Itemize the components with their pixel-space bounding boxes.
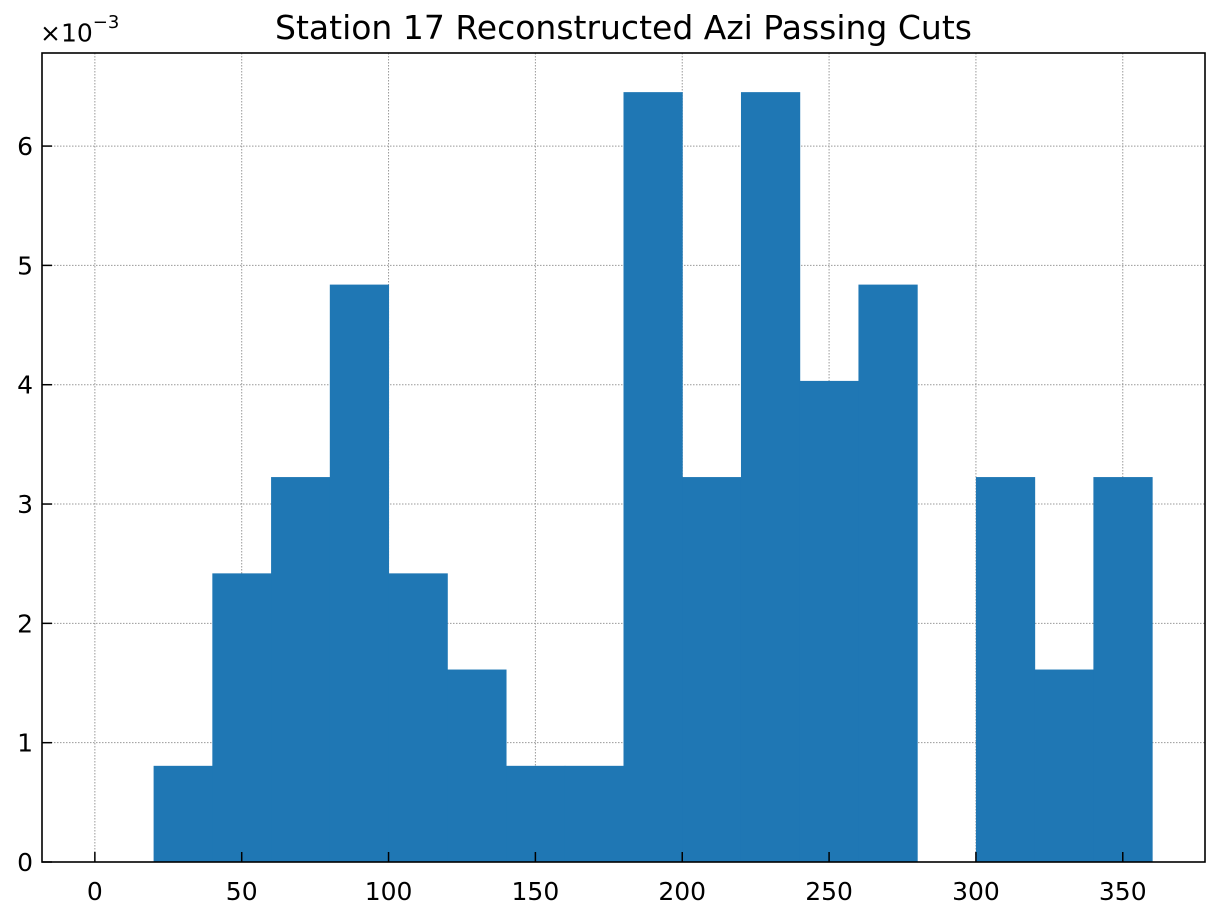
x-tick-label: 0 (87, 877, 103, 906)
y-tick-labels: 0 1 2 3 4 5 6 (17, 132, 33, 877)
y-tick-label: 3 (17, 490, 33, 519)
histogram-bar (623, 92, 683, 863)
histogram-bar (858, 284, 918, 862)
y-tick-label: 5 (17, 251, 33, 280)
y-multiplier-exponent: −3 (92, 12, 120, 33)
y-tick-label: 1 (17, 729, 33, 758)
x-tick-label: 350 (1099, 877, 1147, 906)
histogram-bar (799, 380, 859, 862)
x-tick-labels: 0 50 100 150 200 250 300 350 (87, 877, 1147, 906)
y-tick-label: 0 (17, 848, 33, 877)
histogram-bar (153, 765, 213, 862)
x-tick-label: 200 (658, 877, 706, 906)
histogram-bar (1034, 669, 1094, 862)
x-tick-label: 250 (805, 877, 853, 906)
histogram-bar (682, 477, 742, 862)
y-tick-label: 4 (17, 371, 33, 400)
histogram-bar (975, 477, 1036, 862)
y-multiplier-base: ×10 (40, 18, 93, 48)
x-tick-label: 50 (226, 877, 258, 906)
histogram-bar (388, 573, 448, 862)
histogram-bar (1093, 477, 1153, 862)
histogram-bar (506, 765, 566, 862)
plot-frame (41, 52, 1206, 863)
axis-ticks (42, 145, 1124, 863)
x-tick-label: 100 (365, 877, 413, 906)
x-tick-label: 300 (952, 877, 1000, 906)
histogram-bar (447, 669, 507, 862)
histogram-bar (271, 477, 331, 862)
histogram-bar (740, 92, 801, 863)
y-tick-label: 6 (17, 132, 33, 161)
histogram-bar (212, 573, 272, 862)
chart-title: Station 17 Reconstructed Azi Passing Cut… (275, 8, 972, 47)
histogram-bars (153, 92, 1153, 863)
histogram-bar (329, 284, 390, 862)
x-tick-label: 150 (512, 877, 560, 906)
y-tick-label: 2 (17, 609, 33, 638)
histogram-bar (564, 765, 624, 862)
y-axis-multiplier: ×10−3 (40, 12, 119, 48)
